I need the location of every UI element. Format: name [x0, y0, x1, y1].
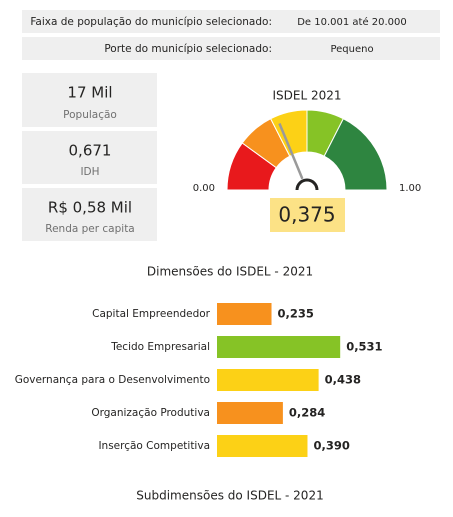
bar: [217, 336, 341, 358]
card-value: 0,671: [69, 142, 112, 160]
bar-value-label: 0,235: [278, 307, 314, 321]
bar-value-label: 0,390: [313, 439, 349, 453]
gauge-band: [323, 118, 388, 191]
bar-category-label: Governança para o Desenvolvimento: [15, 374, 210, 386]
bar-value-label: 0,284: [289, 406, 325, 420]
gauge-value-label: 0,375: [278, 203, 335, 227]
info-value: Pequeno: [330, 44, 373, 55]
gauge-tick-label: 0.00: [193, 183, 215, 194]
gauge-hub: [295, 178, 319, 191]
card: [22, 73, 157, 127]
bar-category-label: Tecido Empresarial: [110, 341, 210, 353]
bar-category-label: Inserção Competitiva: [98, 440, 210, 452]
info-row-bg: [22, 10, 440, 33]
gauge-title: ISDEL 2021: [272, 89, 341, 103]
bar: [217, 435, 308, 457]
info-row-bg: [22, 37, 440, 60]
card-label: Renda per capita: [45, 223, 135, 235]
card-value: R$ 0,58 Mil: [48, 199, 132, 217]
info-label: Porte do município selecionado:: [104, 43, 272, 55]
bar-value-label: 0,438: [325, 373, 361, 387]
bar: [217, 369, 319, 391]
card-label: IDH: [80, 166, 99, 178]
info-value: De 10.001 até 20.000: [297, 16, 407, 28]
gauge-value-box: [270, 198, 345, 232]
bar-category-label: Capital Empreendedor: [92, 308, 211, 320]
bar-category-label: Organização Produtiva: [91, 407, 210, 419]
card: [22, 188, 157, 241]
bar-value-label: 0,531: [346, 340, 382, 354]
gauge-needle: [278, 123, 304, 180]
gauge-tick-label: 1.00: [399, 183, 421, 194]
card-label: População: [63, 109, 117, 121]
bar: [217, 402, 283, 424]
card-value: 17 Mil: [67, 84, 112, 102]
chart-title: Dimensões do ISDEL - 2021: [147, 265, 313, 279]
bar: [217, 303, 272, 325]
info-label: Faixa de população do município selecion…: [30, 16, 272, 28]
section-title: Subdimensões do ISDEL - 2021: [136, 489, 323, 503]
card: [22, 131, 157, 184]
